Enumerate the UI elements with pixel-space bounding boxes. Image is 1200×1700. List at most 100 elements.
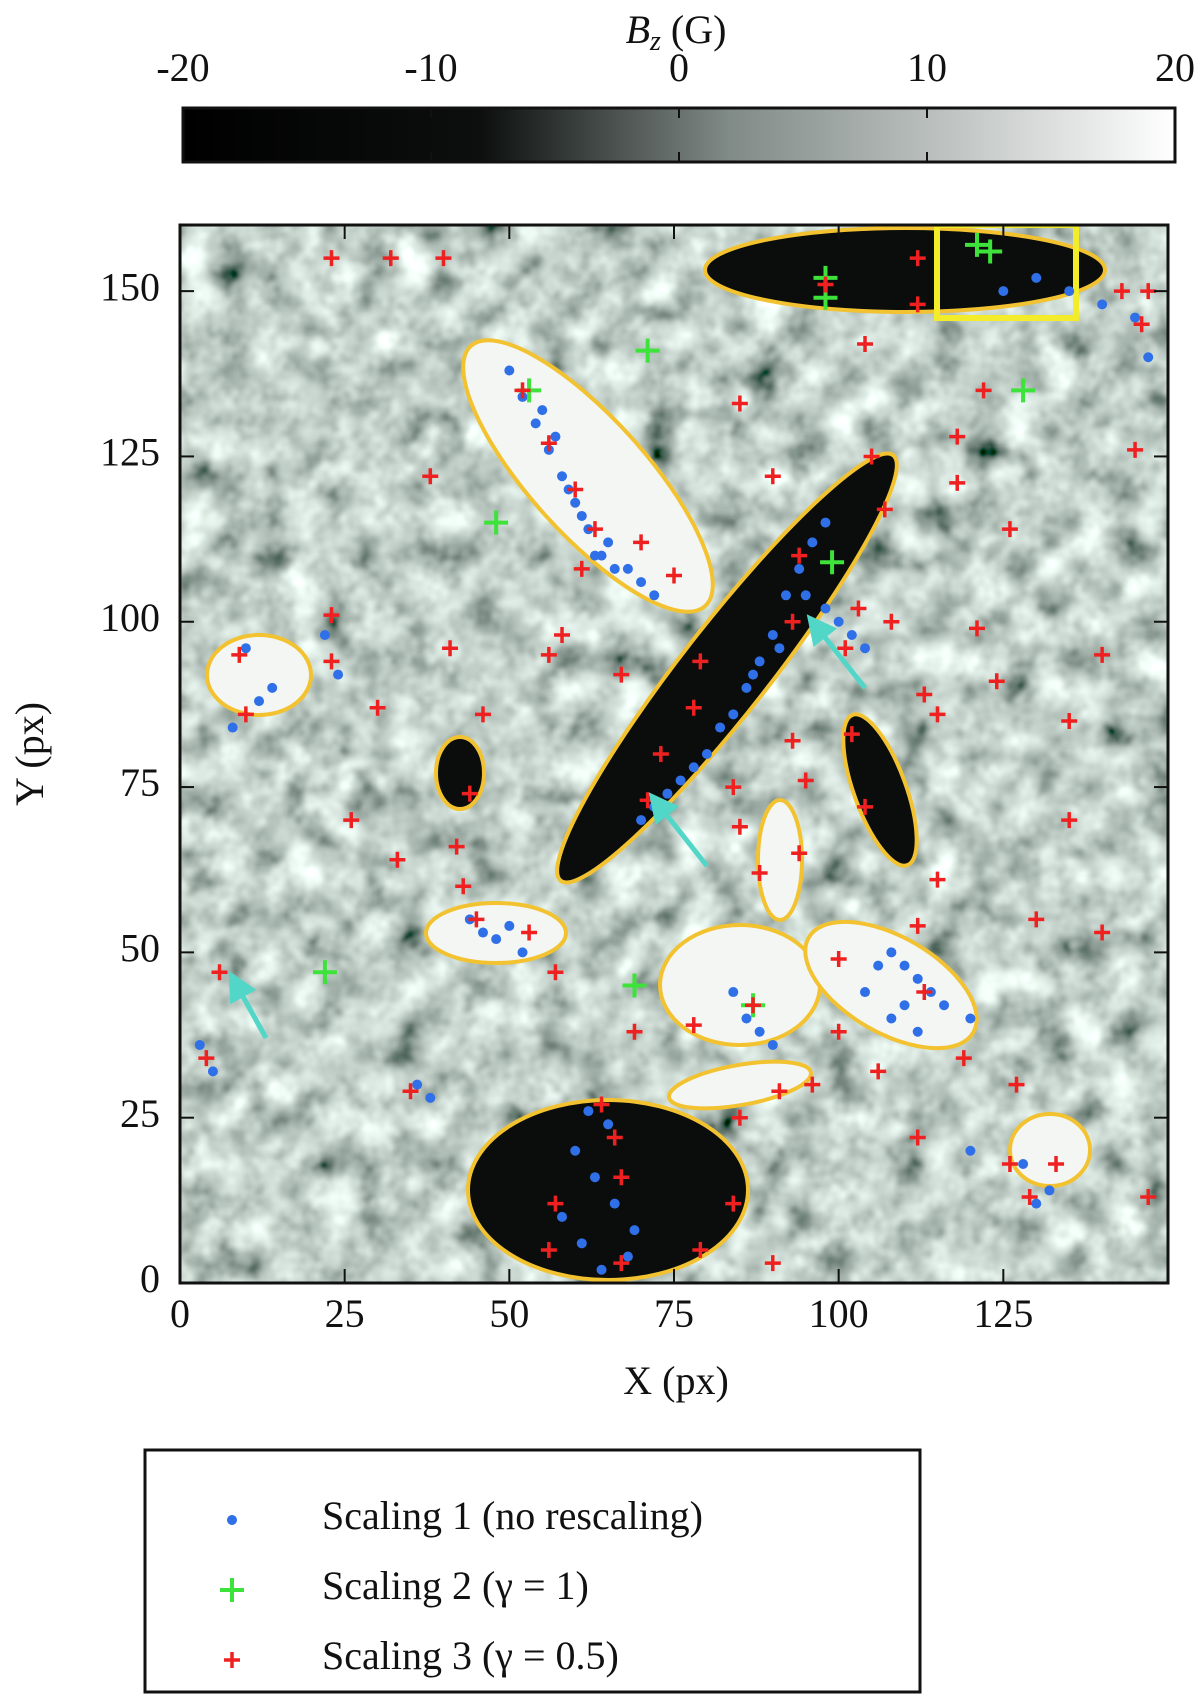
detection-point <box>576 510 587 521</box>
detection-point <box>567 481 584 498</box>
detection-point <box>1143 352 1154 363</box>
detection-point <box>791 845 808 862</box>
detection-point <box>1140 1189 1157 1206</box>
detection-point <box>547 1195 564 1212</box>
detection-point <box>461 785 478 802</box>
detection-point <box>807 537 818 548</box>
detection-point <box>1028 911 1045 928</box>
detection-point <box>860 987 871 998</box>
detection-point <box>857 798 874 815</box>
detection-point <box>830 1023 847 1040</box>
detection-point <box>649 590 660 601</box>
detection-point <box>412 1079 423 1090</box>
detection-point <box>857 336 874 353</box>
detection-point <box>764 468 781 485</box>
x-tick-label: 25 <box>325 1291 365 1336</box>
legend-box <box>143 1448 922 1694</box>
detection-point <box>870 1063 887 1080</box>
contours <box>205 226 1107 1282</box>
detection-point <box>850 600 867 617</box>
detection-point <box>692 1241 709 1258</box>
detection-point <box>751 865 768 882</box>
detection-point <box>1011 378 1036 403</box>
colorbar-tick-label: 10 <box>907 45 947 90</box>
detection-point <box>323 250 340 267</box>
detection-point <box>794 563 805 574</box>
detection-point <box>899 1000 910 1011</box>
detection-point <box>741 682 752 693</box>
legend-symbol <box>224 1652 240 1668</box>
detection-point <box>477 927 488 938</box>
detection-point <box>909 917 926 934</box>
detection-point <box>949 474 966 491</box>
detection-point <box>863 448 880 465</box>
detection-point <box>550 431 561 442</box>
detection-point <box>771 1083 788 1100</box>
arrows <box>228 614 867 1040</box>
detection-point <box>613 1169 630 1186</box>
x-tick-label: 0 <box>170 1291 190 1336</box>
detection-point <box>1127 441 1144 458</box>
detection-point <box>886 1013 897 1024</box>
detection-point <box>435 250 452 267</box>
detection-point <box>1130 312 1141 323</box>
detection-point <box>774 643 785 654</box>
detection-point <box>731 818 748 835</box>
detection-point <box>1018 1158 1029 1169</box>
detection-point <box>422 468 439 485</box>
detection-point <box>830 950 847 967</box>
detection-point <box>1094 646 1111 663</box>
detection-point <box>1031 1198 1042 1209</box>
detection-point <box>455 878 472 895</box>
detection-point <box>685 699 702 716</box>
detection-point <box>636 815 647 826</box>
colorbar-label-sub: z <box>649 26 661 57</box>
legend-label: Scaling 1 (no rescaling) <box>322 1493 703 1538</box>
x-tick-label: 125 <box>973 1291 1033 1336</box>
detection-point <box>860 643 871 654</box>
legend-label: Scaling 3 (γ = 0.5) <box>322 1633 619 1678</box>
detection-point <box>635 338 660 363</box>
detection-point <box>593 1096 610 1113</box>
detection-point <box>833 616 844 627</box>
detection-point <box>725 1195 742 1212</box>
detection-point <box>1064 286 1075 297</box>
detection-point <box>909 296 926 313</box>
detection-point <box>207 1066 218 1077</box>
detection-point <box>728 709 739 720</box>
highlight-box <box>934 225 1079 321</box>
detection-point <box>570 1145 581 1156</box>
detection-point <box>767 629 778 640</box>
detection-point <box>804 1076 821 1093</box>
detection-point <box>369 699 386 716</box>
colorbar: -20 -10 0 10 20 <box>156 45 1195 164</box>
detection-point <box>1021 1189 1038 1206</box>
detection-point <box>491 934 502 945</box>
y-tick-label: 0 <box>140 1256 160 1301</box>
detection-point <box>323 607 340 624</box>
detection-point <box>603 1119 614 1130</box>
axes: 0 25 50 75 100 125 0 25 50 75 100 125 150 <box>100 225 1168 1336</box>
detection-point <box>916 984 933 1001</box>
detection-point <box>662 788 673 799</box>
detection-point <box>784 732 801 749</box>
detection-point <box>767 1039 778 1050</box>
detection-point <box>312 960 337 985</box>
detection-point <box>968 620 985 637</box>
detection-point <box>912 973 923 984</box>
detection-point <box>1140 283 1157 300</box>
legend-label: Scaling 2 (γ = 1) <box>322 1563 589 1608</box>
detection-point <box>633 534 650 551</box>
detection-point <box>1133 316 1150 333</box>
detection-point <box>521 924 538 941</box>
detection-point <box>474 706 491 723</box>
detection-point <box>909 250 926 267</box>
detection-point <box>784 613 801 630</box>
detection-point <box>323 653 340 670</box>
detection-point <box>382 250 399 267</box>
detection-point <box>1048 1155 1065 1172</box>
detection-point <box>540 435 557 452</box>
detection-point <box>965 1145 976 1156</box>
detection-point <box>715 722 726 733</box>
